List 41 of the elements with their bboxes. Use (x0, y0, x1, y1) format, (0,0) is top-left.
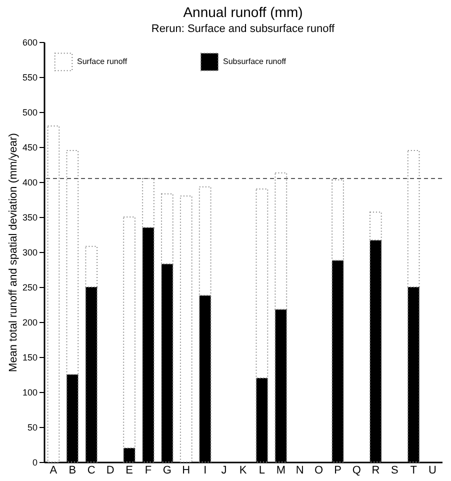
x-tick-label: E (126, 464, 133, 476)
y-tick-label: 0 (32, 458, 38, 468)
x-tick-label: L (258, 464, 266, 476)
y-tick-label: 300 (22, 248, 38, 258)
x-tick-label: K (239, 464, 248, 476)
x-tick-label: G (162, 464, 172, 476)
y-tick-label: 550 (22, 72, 38, 82)
y-tick-label: 600 (22, 38, 38, 48)
chart-title: Annual runoff (mm) (183, 4, 303, 20)
x-tick-label: R (372, 464, 380, 476)
x-tick-label: B (68, 464, 76, 476)
y-tick-label: 500 (22, 108, 38, 118)
x-tick-label: J (221, 464, 227, 476)
legend-label: Subsurface runoff (223, 56, 287, 66)
bar (47, 126, 60, 462)
legend-label: Surface runoff (77, 56, 128, 66)
y-tick-label: 450 (22, 142, 38, 152)
x-tick-label: N (296, 464, 304, 476)
y-tick-label: 150 (22, 352, 38, 362)
x-tick-label: C (87, 464, 96, 476)
x-tick-label: O (314, 464, 324, 476)
x-tick-label: M (276, 464, 286, 476)
x-tick-label: Q (352, 464, 362, 476)
y-tick-label: 250 (22, 282, 38, 292)
x-tick-label: T (410, 464, 418, 476)
y-axis-title: Mean total runoff and spatial deviation (mm/year) (7, 133, 20, 372)
x-tick-label: H (182, 464, 190, 476)
x-tick-label: U (428, 464, 437, 476)
x-tick-label: P (334, 464, 342, 476)
x-tick-label: I (204, 464, 207, 476)
y-tick-label: 200 (22, 318, 38, 328)
x-tick-label: F (144, 464, 152, 476)
chart-subtitle: Rerun: Surface and subsurface runoff (151, 23, 336, 35)
y-tick-label: 350 (22, 212, 38, 222)
bar (180, 196, 192, 462)
x-tick-label: A (50, 464, 58, 476)
y-tick-label: 100 (22, 388, 38, 398)
x-tick-label: S (390, 464, 398, 476)
x-tick-label: D (106, 464, 114, 476)
y-tick-label: 400 (22, 178, 38, 188)
y-tick-label: 50 (27, 422, 38, 432)
